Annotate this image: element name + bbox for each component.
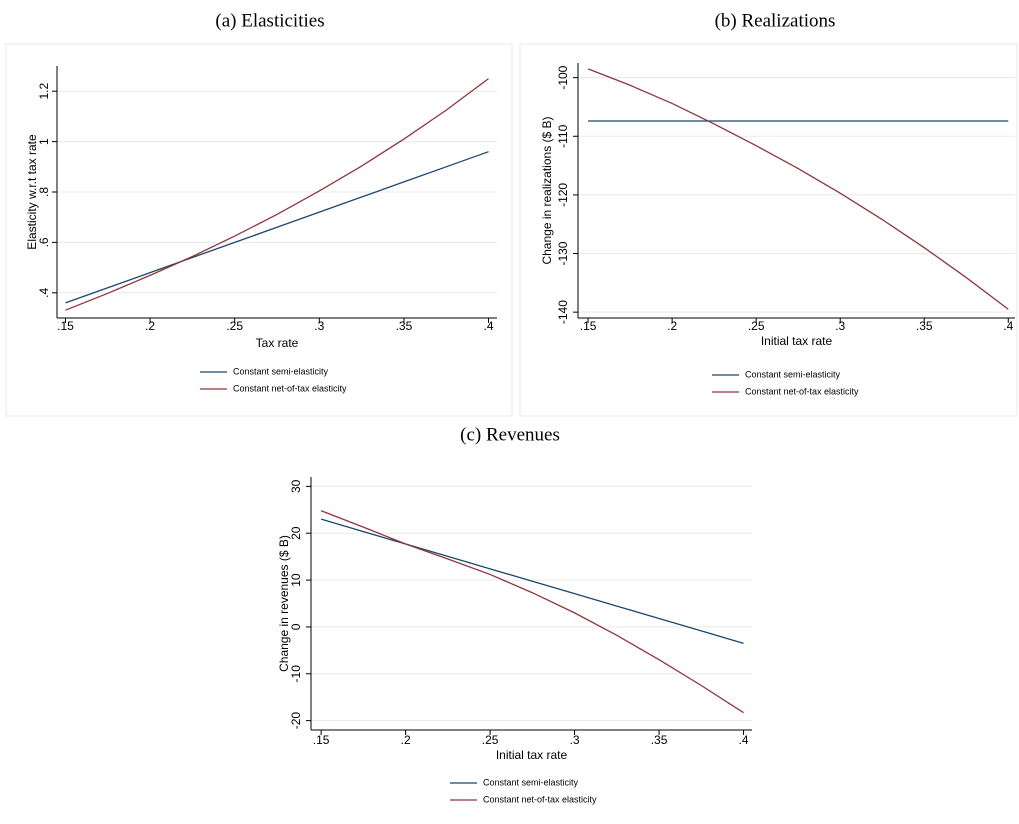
x-tick-label: .25 xyxy=(482,733,499,747)
y-tick-label: .6 xyxy=(37,237,51,247)
y-tick-label: 10 xyxy=(289,573,303,587)
line-series xyxy=(320,510,744,714)
line-series xyxy=(65,78,489,311)
x-tick-label: .35 xyxy=(916,319,933,333)
x-tick-label: .25 xyxy=(226,319,243,333)
line-series xyxy=(65,151,489,304)
x-tick-label: .2 xyxy=(145,319,155,333)
panel-title: (b) Realizations xyxy=(715,10,836,31)
y-tick-label: -140 xyxy=(556,300,570,324)
x-tick-label: .3 xyxy=(835,319,845,333)
x-tick-label: .15 xyxy=(313,733,330,747)
panel-frame xyxy=(5,43,513,417)
y-tick-label: -10 xyxy=(289,665,303,683)
x-tick-label: .35 xyxy=(651,733,668,747)
x-tick-label: .2 xyxy=(667,319,677,333)
panel-title: (c) Revenues xyxy=(460,424,560,445)
y-axis-label: Elasticity w.r.t tax rate xyxy=(25,134,39,250)
x-tick-label: .3 xyxy=(570,733,580,747)
x-tick-label: .15 xyxy=(57,319,74,333)
y-tick-label: 30 xyxy=(289,479,303,493)
x-tick-label: .4 xyxy=(739,733,749,747)
x-axis-label: Initial tax rate xyxy=(496,748,568,762)
legend-label: Constant net-of-tax elasticity xyxy=(483,794,597,804)
legend-label: Constant net-of-tax elasticity xyxy=(233,383,347,393)
x-tick-label: .2 xyxy=(401,733,411,747)
x-tick-label: .25 xyxy=(748,319,765,333)
y-axis-label: Change in realizations ($ B) xyxy=(540,116,554,264)
legend-label: Constant semi-elasticity xyxy=(233,366,329,376)
y-tick-label: -100 xyxy=(556,65,570,89)
legend-label: Constant semi-elasticity xyxy=(745,369,841,379)
legend-label: Constant net-of-tax elasticity xyxy=(745,386,859,396)
x-tick-label: .4 xyxy=(1003,319,1013,333)
y-tick-label: 1 xyxy=(37,138,51,145)
y-tick-label: .8 xyxy=(37,187,51,197)
line-series xyxy=(320,518,744,644)
panel-frame xyxy=(519,43,1018,417)
y-tick-label: 1.2 xyxy=(37,83,51,100)
y-tick-label: 0 xyxy=(289,623,303,630)
y-axis-label: Change in revenues ($ B) xyxy=(277,535,291,672)
y-tick-label: 20 xyxy=(289,526,303,540)
y-tick-label: -130 xyxy=(556,241,570,265)
x-axis-label: Initial tax rate xyxy=(761,334,833,348)
y-tick-label: -110 xyxy=(556,124,570,147)
y-tick-label: -120 xyxy=(556,183,570,207)
y-tick-label: .4 xyxy=(37,287,51,297)
line-series xyxy=(587,68,1009,310)
x-tick-label: .4 xyxy=(484,319,494,333)
legend-label: Constant semi-elasticity xyxy=(483,777,579,787)
x-tick-label: .35 xyxy=(396,319,413,333)
x-axis-label: Tax rate xyxy=(256,336,299,350)
panel-title: (a) Elasticities xyxy=(215,10,324,31)
y-tick-label: -20 xyxy=(289,712,303,730)
x-tick-label: .15 xyxy=(580,319,597,333)
x-tick-label: .3 xyxy=(314,319,324,333)
